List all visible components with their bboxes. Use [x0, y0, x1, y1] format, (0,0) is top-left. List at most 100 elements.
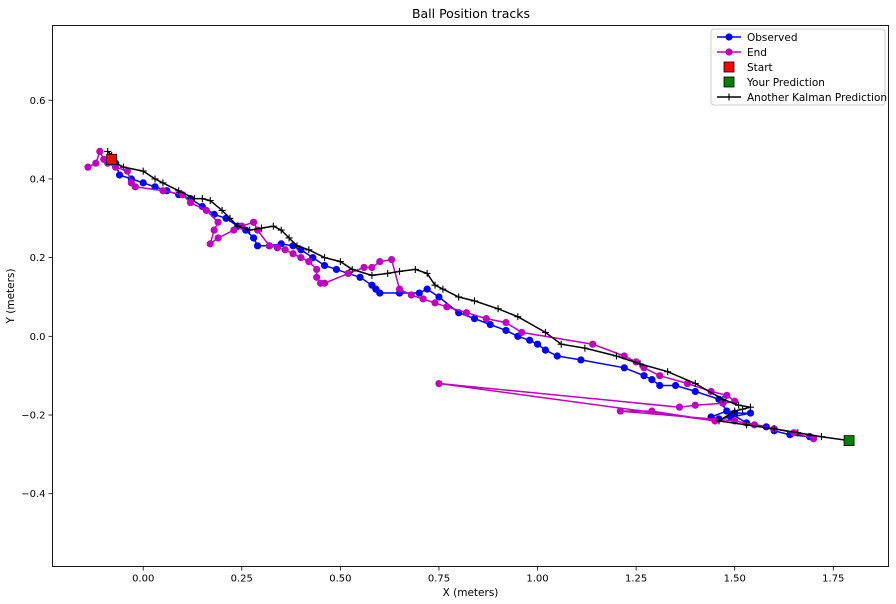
data-point	[691, 380, 699, 388]
chart-title: Ball Position tracks	[412, 6, 530, 21]
data-point	[711, 417, 719, 425]
data-point	[269, 222, 277, 230]
data-point	[407, 291, 415, 299]
data-point	[502, 326, 510, 335]
data-point	[226, 214, 234, 222]
data-point	[139, 179, 147, 187]
data-point	[151, 175, 159, 183]
data-point	[305, 246, 313, 254]
data-point	[640, 372, 648, 380]
data-point	[159, 187, 167, 195]
data-point	[159, 179, 167, 187]
data-point	[360, 263, 368, 272]
data-point	[743, 421, 751, 429]
data-point	[368, 271, 376, 279]
data-point	[423, 269, 431, 277]
x-tick-label: 1.50	[724, 574, 746, 585]
data-point	[794, 429, 802, 437]
data-point	[104, 147, 112, 155]
data-point	[664, 368, 672, 376]
data-point	[443, 303, 451, 311]
x-tick-label: 0.75	[428, 574, 450, 585]
data-point	[348, 265, 356, 273]
data-point	[250, 234, 258, 242]
data-point	[297, 254, 305, 262]
data-point	[470, 315, 479, 323]
data-point	[214, 218, 222, 226]
data-point	[656, 372, 664, 380]
data-point	[376, 257, 384, 266]
data-point	[616, 407, 624, 415]
plot-area	[84, 147, 855, 446]
data-point	[175, 187, 183, 195]
data-point	[376, 289, 384, 297]
data-point	[691, 401, 699, 409]
data-point	[119, 163, 127, 171]
data-point	[131, 183, 139, 191]
data-point	[253, 242, 262, 250]
data-point	[395, 285, 404, 293]
data-point	[455, 293, 463, 301]
data-point	[186, 198, 195, 207]
data-point	[439, 285, 447, 293]
data-point	[214, 234, 222, 242]
data-point	[648, 407, 656, 415]
data-point	[202, 206, 210, 215]
data-point	[273, 244, 281, 252]
data-point	[494, 305, 502, 313]
series-start	[106, 153, 118, 165]
legend-label: Start	[747, 62, 773, 74]
data-point	[411, 265, 419, 273]
data-point	[462, 309, 471, 317]
data-point	[384, 269, 392, 277]
data-point	[388, 256, 396, 264]
legend-entry-end: End	[717, 47, 767, 59]
data-point	[533, 340, 542, 348]
legend-label: Observed	[747, 32, 798, 44]
data-point	[285, 234, 293, 242]
data-point	[265, 242, 273, 250]
data-point	[553, 352, 561, 360]
legend-marker	[725, 93, 733, 101]
data-point	[435, 293, 443, 301]
data-point	[250, 218, 258, 226]
x-tick-label: 1.75	[822, 574, 844, 585]
legend-entry-observed: Observed	[717, 32, 798, 44]
data-point	[735, 401, 743, 409]
data-point	[277, 226, 285, 234]
data-point	[246, 226, 254, 234]
legend-marker	[723, 61, 735, 73]
y-tick-label: −0.4	[21, 489, 45, 500]
data-point	[431, 299, 439, 307]
data-point	[320, 279, 329, 287]
data-point	[809, 435, 818, 443]
data-point	[305, 257, 313, 266]
data-point	[770, 425, 778, 433]
y-tick-label: −0.2	[21, 411, 45, 422]
legend-entry-your-prediction: Your Prediction	[723, 76, 825, 89]
data-point	[723, 407, 731, 415]
data-point	[84, 163, 92, 171]
data-point	[723, 391, 731, 399]
data-point	[746, 403, 754, 411]
data-point	[320, 261, 329, 270]
legend-marker	[723, 76, 735, 88]
data-point	[419, 295, 427, 303]
data-point	[750, 421, 759, 429]
data-point	[715, 417, 723, 425]
data-point	[289, 250, 297, 258]
data-point	[675, 403, 684, 411]
data-point	[817, 433, 825, 441]
data-point	[206, 240, 214, 248]
data-point	[139, 167, 147, 175]
data-point	[96, 147, 104, 156]
data-point	[719, 395, 727, 403]
data-point	[111, 163, 120, 171]
data-point	[356, 273, 364, 281]
data-point	[656, 381, 664, 390]
data-point	[190, 195, 198, 203]
legend-marker	[725, 48, 733, 56]
y-tick-label: 0.4	[30, 174, 46, 185]
data-point	[368, 263, 376, 272]
